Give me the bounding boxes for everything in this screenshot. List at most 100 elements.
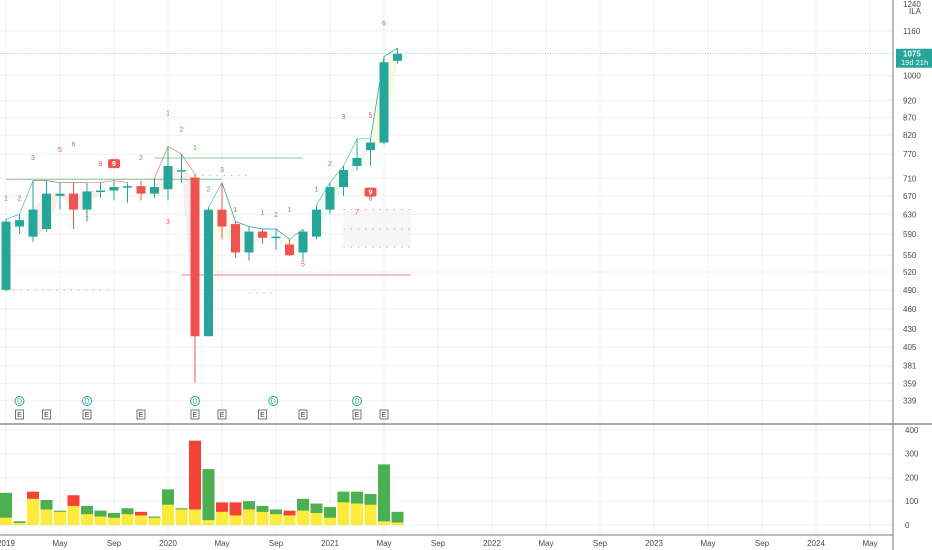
candle-body xyxy=(177,170,186,172)
volume-base-bar xyxy=(0,517,12,525)
time-tick-label: May xyxy=(538,539,553,548)
earnings-marker-label: E xyxy=(355,412,360,419)
candle-body xyxy=(325,187,335,210)
time-axis[interactable]: 2019 May Sep 2020 May Sep 2021 May Sep 2022 May Sep… xyxy=(0,539,878,548)
earnings-marker xyxy=(217,409,227,420)
sequence-count-label: 1 xyxy=(315,186,319,193)
price-axis[interactable]: 339 359 381 405 430 460 490 520 550 590 630 670 710 7… xyxy=(903,27,921,406)
volume-base-bar xyxy=(378,521,390,525)
price-tick-label: 1000 xyxy=(903,71,921,80)
price-tick-label: 710 xyxy=(903,174,917,183)
volume-base-bar xyxy=(391,522,404,525)
current-price-badge[interactable]: 1075 19d 21h xyxy=(896,48,932,68)
earnings-marker xyxy=(352,409,362,420)
price-tick-label: 920 xyxy=(903,97,917,106)
earnings-marker-label: E xyxy=(220,412,225,419)
sequence-count-label: 1 xyxy=(234,207,238,214)
red-zone-2019-line xyxy=(33,180,128,184)
volume-axis[interactable]: 0 100 200 300 400 xyxy=(905,426,919,530)
candle-body xyxy=(123,186,132,188)
volume-base-bar xyxy=(40,509,53,525)
price-tick-label: 405 xyxy=(903,343,917,352)
volume-bar xyxy=(378,464,390,525)
volume-base-bar xyxy=(94,516,107,525)
earnings-marker xyxy=(258,409,267,420)
time-tick-label: May xyxy=(214,539,229,548)
candle-body xyxy=(393,53,402,61)
candle-body xyxy=(96,190,105,193)
volume-base-bar xyxy=(175,509,188,525)
dividend-marker xyxy=(82,396,92,406)
time-tick-label: May xyxy=(700,539,715,548)
candle-body xyxy=(136,186,146,194)
yellow-zone-2020 xyxy=(208,209,303,337)
earnings-marker-label: E xyxy=(260,412,265,419)
time-tick-label: Sep xyxy=(593,539,608,548)
candle-body xyxy=(379,62,389,143)
sequence-annotations: 1 2 3 5 6 8 2 1 2 2 3 1 1 2 1 1 2 3 5 6 8 7 1 3 1 5 9 9 xyxy=(4,21,386,269)
volume-base-bar xyxy=(135,515,147,525)
sequence-count-label: 2 xyxy=(274,212,278,219)
sequence-count-label: 2 xyxy=(207,186,211,193)
sequence-count-label: 3 xyxy=(31,155,35,162)
volume-base-bar xyxy=(364,504,377,525)
sequence-count-label: 7 xyxy=(355,209,359,216)
dividend-marker xyxy=(352,396,362,406)
sequence-count-label: 1 xyxy=(261,209,265,216)
sequence-count-label: 2 xyxy=(328,161,332,168)
candle-body xyxy=(55,193,65,196)
sequence-count-label: 1 xyxy=(85,212,89,219)
dividend-marker xyxy=(190,396,200,406)
candle-body xyxy=(258,231,267,238)
price-axis-unit-label: ILA xyxy=(909,7,922,16)
price-tick-label: 870 xyxy=(903,113,917,122)
volume-base-bar xyxy=(270,514,282,525)
earnings-marker-label: E xyxy=(382,412,387,419)
earnings-marker xyxy=(190,409,200,420)
price-tick-label: 381 xyxy=(903,362,917,371)
volume-bar xyxy=(189,440,201,525)
volume-base-bar xyxy=(13,522,26,525)
earnings-marker-label: E xyxy=(44,412,49,419)
volume-base-bar xyxy=(310,513,323,525)
volume-base-bar xyxy=(351,503,363,525)
volume-base-bar xyxy=(27,498,39,525)
candle-body xyxy=(312,209,321,237)
volume-bar xyxy=(202,469,215,525)
volume-base-bar xyxy=(243,509,255,525)
price-tick-label: 590 xyxy=(903,230,917,239)
sequence-count-label: 3 xyxy=(220,167,224,174)
candle-body xyxy=(352,157,362,166)
sequence-count-label: 5 xyxy=(301,261,305,268)
time-tick-label: 2022 xyxy=(483,539,501,548)
earnings-marker-label: E xyxy=(193,412,198,419)
sequence-count-label: 1 xyxy=(166,111,170,118)
volume-base-bar xyxy=(229,515,242,525)
earnings-marker xyxy=(42,409,51,420)
volume-base-bar xyxy=(256,511,269,525)
sequence-count-label: 8 xyxy=(369,195,373,202)
candle-body xyxy=(285,244,294,256)
earnings-marker-label: E xyxy=(301,412,306,419)
volume-bar xyxy=(391,511,404,525)
earnings-marker-label: E xyxy=(17,412,22,419)
candle-body xyxy=(28,209,38,237)
candle-body xyxy=(217,209,227,227)
price-tick-label: 520 xyxy=(903,268,917,277)
volume-base-bar xyxy=(162,504,174,525)
time-tick-label: May xyxy=(52,539,67,548)
red-zone-2020-line xyxy=(154,145,196,179)
time-tick-label: Sep xyxy=(107,539,122,548)
volume-base-bar xyxy=(324,517,336,525)
time-tick-label: Sep xyxy=(431,539,446,548)
candle-body xyxy=(244,231,254,253)
setup-badge-label: 9 xyxy=(369,190,373,197)
grid-lines xyxy=(0,0,893,535)
candle-body xyxy=(163,165,173,190)
earnings-marker xyxy=(298,409,308,420)
volume-base-bar xyxy=(283,515,296,525)
setup-badge xyxy=(364,187,377,197)
grey-zone-2020-line xyxy=(221,182,290,240)
